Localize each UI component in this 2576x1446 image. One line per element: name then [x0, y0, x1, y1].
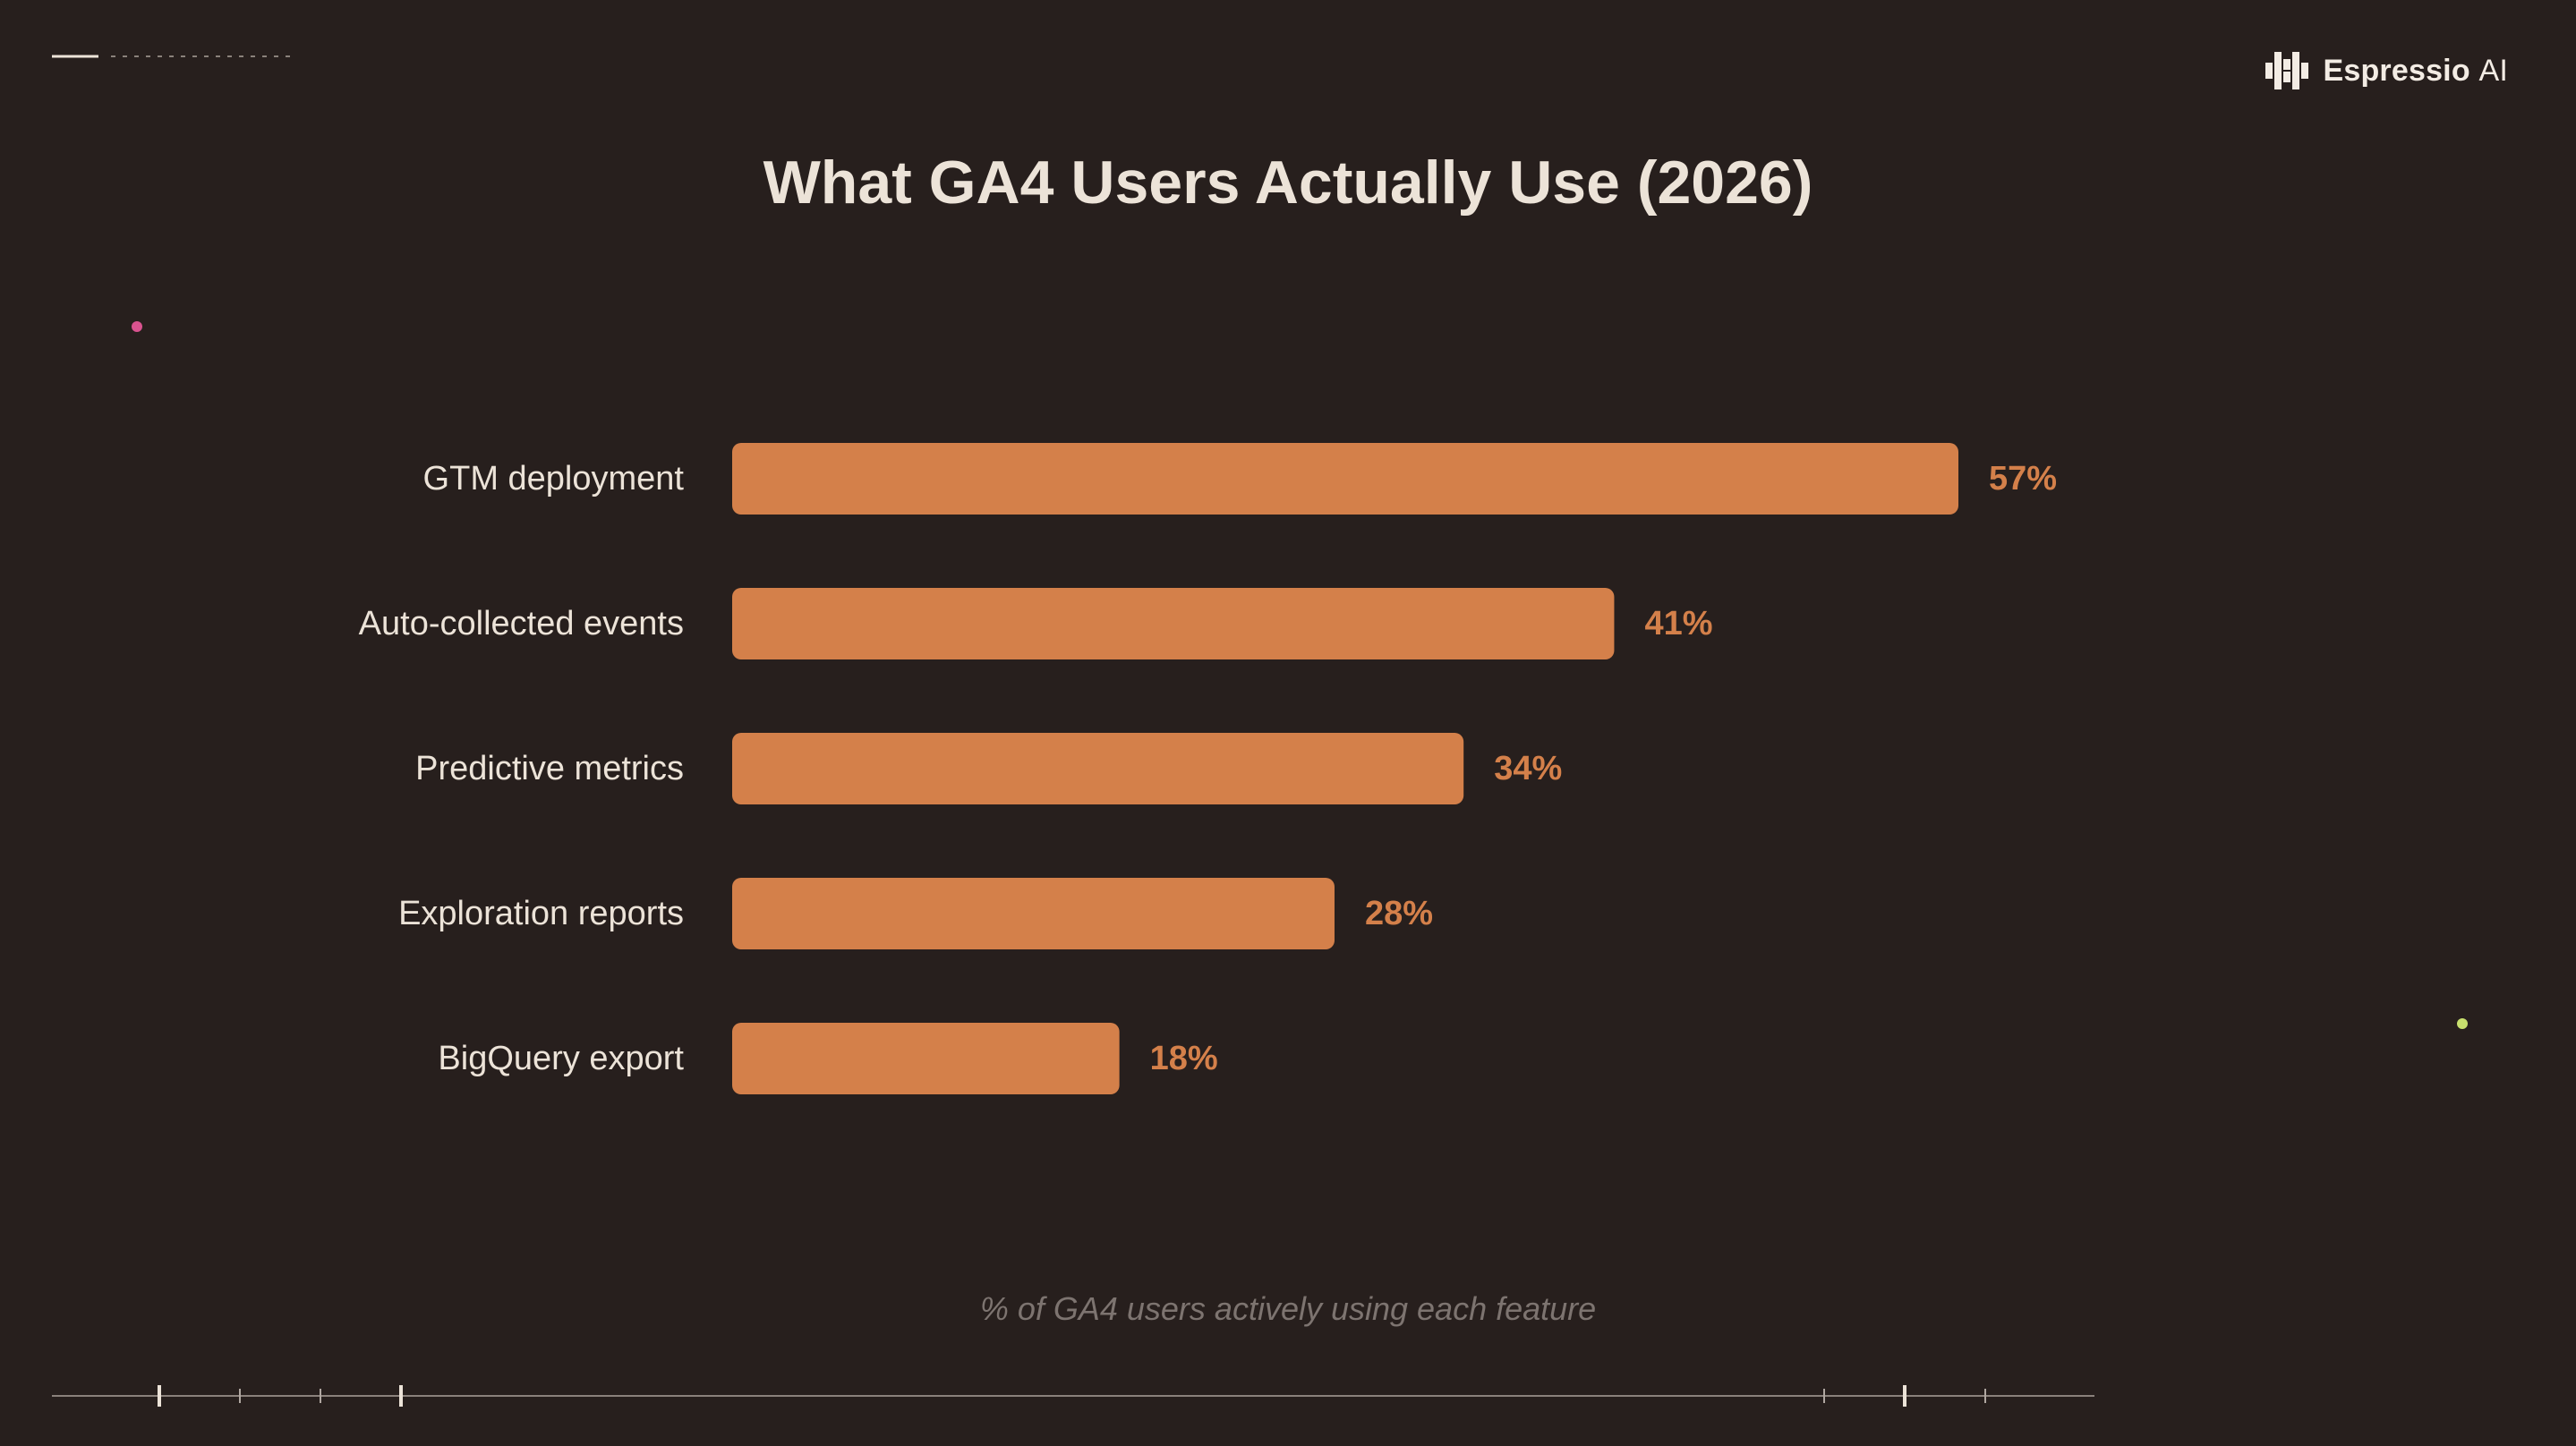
value-label: 28% [1365, 895, 1433, 932]
category-label: Predictive metrics [415, 750, 684, 787]
value-label: 18% [1150, 1040, 1218, 1077]
value-label: 41% [1644, 605, 1712, 642]
bar [732, 588, 1615, 659]
bar [732, 443, 1958, 515]
brand-name-main: Espressio [2323, 53, 2470, 88]
espressio-logo-icon [2265, 52, 2309, 89]
slide-progress-indicator [52, 55, 295, 58]
decorative-dot-pink [132, 321, 142, 332]
bar [732, 1023, 1120, 1094]
chart-caption: % of GA4 users actively using each featu… [979, 1290, 1597, 1327]
category-label: BigQuery export [438, 1040, 684, 1077]
value-label: 57% [1989, 460, 2057, 498]
timeline-ruler [52, 1385, 2094, 1407]
category-label: Exploration reports [398, 895, 684, 932]
category-label: GTM deployment [423, 460, 685, 498]
decorative-dot-lime [2457, 1018, 2468, 1029]
brand: Espressio AI [2265, 52, 2508, 89]
chart-title: What GA4 Users Actually Use (2026) [763, 149, 1813, 217]
category-label: Auto-collected events [359, 605, 684, 642]
brand-name: Espressio AI [2323, 54, 2508, 89]
brand-name-suffix: AI [2478, 53, 2508, 88]
value-label: 34% [1494, 750, 1562, 787]
bar [732, 733, 1464, 804]
bar [732, 878, 1335, 949]
